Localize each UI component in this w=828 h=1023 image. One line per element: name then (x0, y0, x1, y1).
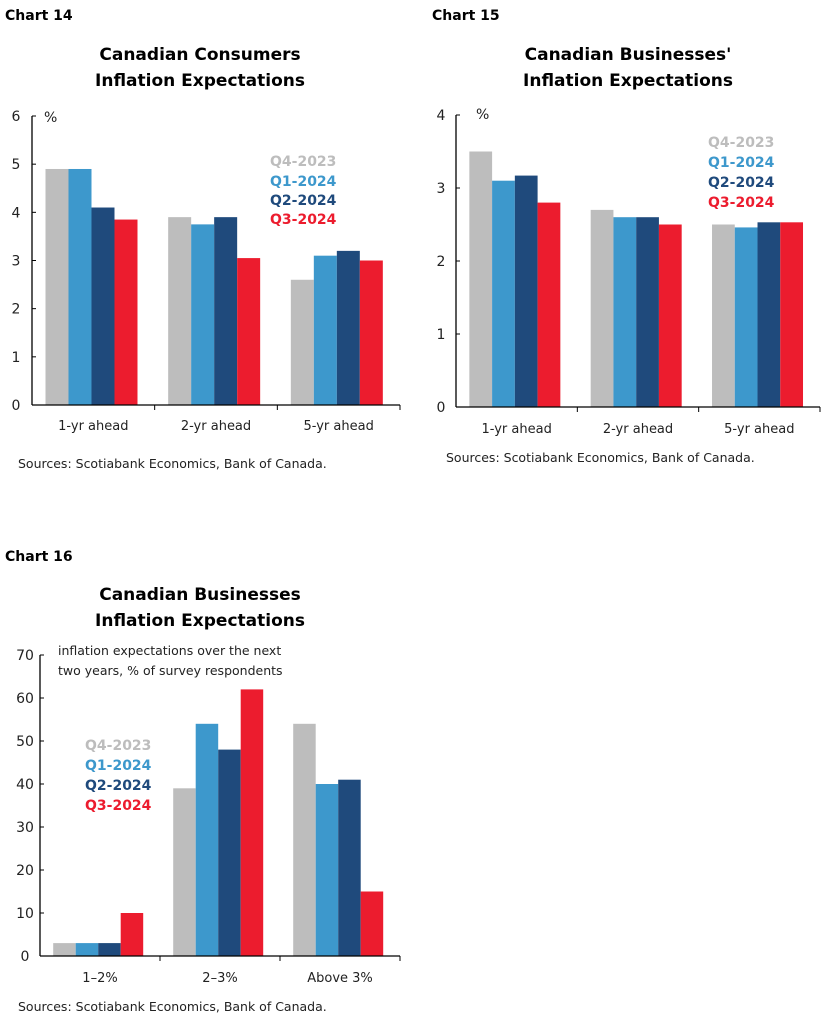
chart-label: Chart 15 (432, 8, 500, 24)
x-category-label: 1-yr ahead (58, 419, 128, 434)
y-tick-label: 1 (12, 350, 21, 366)
bar-q2-2024 (336, 250, 360, 405)
bar-q3-2024 (237, 258, 261, 405)
legend-entry: Q4-2023 (270, 154, 336, 170)
source-note: Sources: Scotiabank Economics, Bank of C… (446, 450, 755, 465)
bar-q3-2024 (537, 202, 561, 407)
x-category-label: 5-yr ahead (304, 419, 374, 434)
bar-q3-2024 (780, 222, 804, 407)
chart-16: Chart 16 Canadian Businesses Inflation Exp… (5, 549, 401, 1014)
bar-q2-2024 (757, 222, 781, 407)
chart-15: Chart 15 Canadian Businesses' Inflation Ex… (432, 8, 821, 465)
bar-q2-2024 (338, 779, 361, 956)
bar-q1-2024 (68, 168, 92, 405)
y-unit-label: % (44, 110, 57, 126)
y-tick-label: 50 (16, 734, 34, 750)
legend-entry: Q3-2024 (708, 195, 775, 211)
bar-q4-2023 (290, 279, 314, 405)
y-tick-label: 0 (21, 949, 30, 965)
chart-label: Chart 16 (5, 549, 73, 565)
bar-q1-2024 (313, 255, 337, 405)
bar-q1-2024 (195, 723, 219, 956)
y-tick-label: 5 (12, 157, 21, 173)
y-tick-label: 30 (16, 820, 34, 836)
chart-title: Canadian Businesses' (525, 45, 732, 65)
bar-q2-2024 (514, 175, 538, 407)
bar-q3-2024 (114, 219, 138, 405)
bar-q4-2023 (712, 224, 735, 407)
bar-q4-2023 (45, 168, 69, 405)
y-unit-label: % (476, 107, 489, 123)
bar-q2-2024 (636, 217, 659, 407)
y-tick-label: 6 (12, 109, 21, 125)
chart-title: Inflation Expectations (523, 71, 733, 91)
bar-q3-2024 (240, 689, 264, 956)
bar-q1-2024 (492, 180, 515, 407)
legend-entry: Q4-2023 (708, 135, 774, 151)
bar-q4-2023 (53, 943, 76, 956)
legend-entry: Q2-2024 (708, 175, 775, 191)
legend-entry: Q3-2024 (270, 212, 337, 228)
y-tick-label: 20 (16, 863, 34, 879)
legend-entry: Q1-2024 (270, 174, 337, 190)
source-note: Sources: Scotiabank Economics, Bank of C… (18, 999, 327, 1014)
legend-entry: Q3-2024 (85, 798, 152, 814)
y-tick-label: 0 (12, 398, 21, 414)
bar-q1-2024 (75, 943, 99, 956)
chart-label: Chart 14 (5, 8, 73, 24)
y-tick-label: 4 (437, 108, 446, 124)
bar-q2-2024 (214, 217, 238, 405)
bar-q3-2024 (360, 891, 384, 956)
bar-q1-2024 (613, 217, 637, 407)
chart-title: Inflation Expectations (95, 611, 305, 631)
legend-entry: Q2-2024 (270, 193, 337, 209)
x-category-label: 1–2% (82, 971, 117, 986)
bar-q1-2024 (315, 784, 339, 956)
legend-entry: Q2-2024 (85, 778, 152, 794)
y-tick-label: 0 (437, 400, 446, 416)
y-tick-label: 2 (437, 254, 446, 270)
bar-q2-2024 (98, 943, 121, 956)
bar-q3-2024 (658, 224, 682, 407)
bar-q3-2024 (359, 260, 383, 405)
bar-q4-2023 (173, 788, 196, 956)
y-tick-label: 1 (437, 327, 446, 343)
source-note: Sources: Scotiabank Economics, Bank of C… (18, 456, 327, 471)
legend-entry: Q4-2023 (85, 738, 151, 754)
bar-q2-2024 (218, 749, 241, 956)
bar-q4-2023 (469, 151, 493, 407)
y-tick-label: 60 (16, 691, 34, 707)
x-category-label: 2-yr ahead (181, 419, 251, 434)
y-tick-label: 40 (16, 777, 34, 793)
bar-q4-2023 (293, 723, 316, 956)
bar-q1-2024 (191, 224, 215, 405)
bar-q4-2023 (168, 217, 192, 405)
bar-q1-2024 (734, 227, 758, 407)
bar-q4-2023 (590, 209, 614, 407)
x-category-label: Above 3% (307, 971, 373, 986)
y-tick-label: 3 (437, 181, 446, 197)
bar-q2-2024 (91, 207, 115, 405)
chart-14: Chart 14 Canadian Consumers Inflation Expe… (5, 8, 401, 471)
x-category-label: 2–3% (202, 971, 237, 986)
x-category-label: 2-yr ahead (603, 422, 673, 437)
chart-title: Canadian Consumers (99, 45, 300, 65)
chart-title: Canadian Businesses (99, 585, 301, 605)
legend-entry: Q1-2024 (708, 155, 775, 171)
y-tick-label: 4 (12, 205, 21, 221)
bar-q3-2024 (120, 913, 144, 956)
y-tick-label: 70 (16, 648, 34, 664)
chart-subtitle: two years, % of survey respondents (58, 663, 283, 678)
x-category-label: 5-yr ahead (724, 422, 794, 437)
x-category-label: 1-yr ahead (482, 422, 552, 437)
y-tick-label: 2 (12, 302, 21, 318)
y-tick-label: 10 (16, 906, 34, 922)
chart-subtitle: inflation expectations over the next (58, 643, 281, 658)
legend-entry: Q1-2024 (85, 758, 152, 774)
chart-title: Inflation Expectations (95, 71, 305, 91)
y-tick-label: 3 (12, 254, 21, 270)
